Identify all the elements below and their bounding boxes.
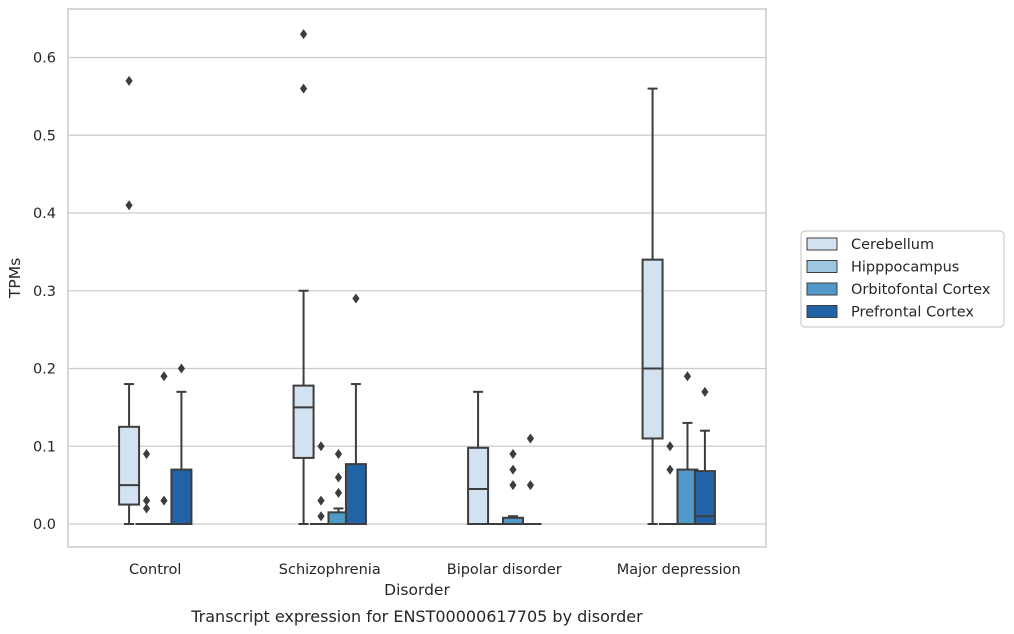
outlier-point [125, 75, 133, 86]
y-tick-label: 0.3 [33, 284, 56, 300]
box [292, 29, 315, 525]
y-tick-label: 0.2 [33, 362, 56, 378]
box [676, 371, 699, 526]
box-group [641, 87, 716, 526]
outlier-point [509, 480, 517, 491]
y-axis-label: TPMs [6, 258, 24, 299]
box [344, 293, 367, 526]
box [641, 87, 664, 525]
x-tick-label: Bipolar disorder [447, 562, 562, 578]
outlier-point [666, 441, 674, 452]
y-tick-labels: 0.0 0.1 0.2 0.3 0.4 0.5 0.6 [33, 51, 56, 534]
outlier-point [160, 371, 168, 382]
outlier-point [701, 386, 709, 397]
outlier-point [125, 200, 133, 211]
outlier-point [509, 449, 517, 460]
box [118, 75, 141, 525]
box-body [693, 470, 716, 526]
outlier-point [352, 293, 360, 304]
outlier-point [160, 495, 168, 506]
outlier-point [142, 503, 151, 514]
box-group [292, 29, 367, 526]
box [519, 433, 542, 526]
box [501, 449, 524, 526]
box [467, 390, 490, 525]
outlier-point [334, 449, 343, 460]
outlier-point [526, 480, 535, 491]
box-body [467, 446, 490, 525]
box-body [170, 468, 193, 526]
legend-frame [800, 230, 1005, 328]
legend-entry: Hipppocampus [851, 260, 959, 276]
box-group [467, 390, 542, 526]
x-tick-label: Major depression [617, 562, 741, 578]
legend-swatch [806, 282, 838, 296]
outlier-point [142, 495, 151, 506]
legend-swatch [806, 237, 838, 251]
outlier-point [317, 495, 325, 506]
outlier-point [683, 371, 692, 382]
box-body [344, 463, 367, 526]
y-tick-label: 0.5 [33, 128, 56, 144]
outlier-point [142, 449, 151, 460]
outlier-point [334, 487, 343, 498]
outlier-point [299, 29, 308, 40]
outlier-point [317, 511, 325, 522]
y-tick-label: 0.1 [33, 439, 56, 455]
outlier-point [509, 464, 517, 475]
y-tick-label: 0.6 [33, 51, 56, 67]
box-body [292, 384, 315, 459]
legend-entry: Prefrontal Cortex [851, 305, 974, 321]
outlier-point [299, 83, 308, 94]
box [170, 363, 193, 526]
outlier-point [334, 472, 343, 483]
box-groups [118, 29, 716, 526]
outlier-point [666, 464, 674, 475]
x-tick-labels: Control Schizophrenia Bipolar disorder Majo… [129, 562, 741, 578]
box [135, 449, 158, 526]
plot-area-frame [67, 8, 767, 548]
figure-caption: Transcript expression for ENST0000061770… [190, 607, 643, 626]
x-tick-label: Control [129, 562, 181, 578]
y-tick-label: 0.4 [33, 206, 56, 222]
box-body [118, 425, 141, 506]
box [693, 386, 716, 526]
x-tick-label: Schizophrenia [279, 562, 381, 578]
box-group [118, 75, 193, 526]
legend-entry: Cerebellum [851, 237, 934, 253]
x-axis-label: Disorder [384, 581, 450, 599]
outlier-point [317, 441, 325, 452]
legend-swatch [806, 260, 838, 273]
legend-entry: Orbitofontal Cortex [851, 282, 991, 298]
legend: Cerebellum Hipppocampus Orbitofontal Corte… [800, 230, 1005, 328]
outlier-point [526, 433, 535, 444]
legend-swatch [806, 305, 838, 318]
box-body [641, 258, 664, 440]
outlier-point [177, 363, 186, 374]
y-tick-label: 0.0 [33, 517, 56, 533]
